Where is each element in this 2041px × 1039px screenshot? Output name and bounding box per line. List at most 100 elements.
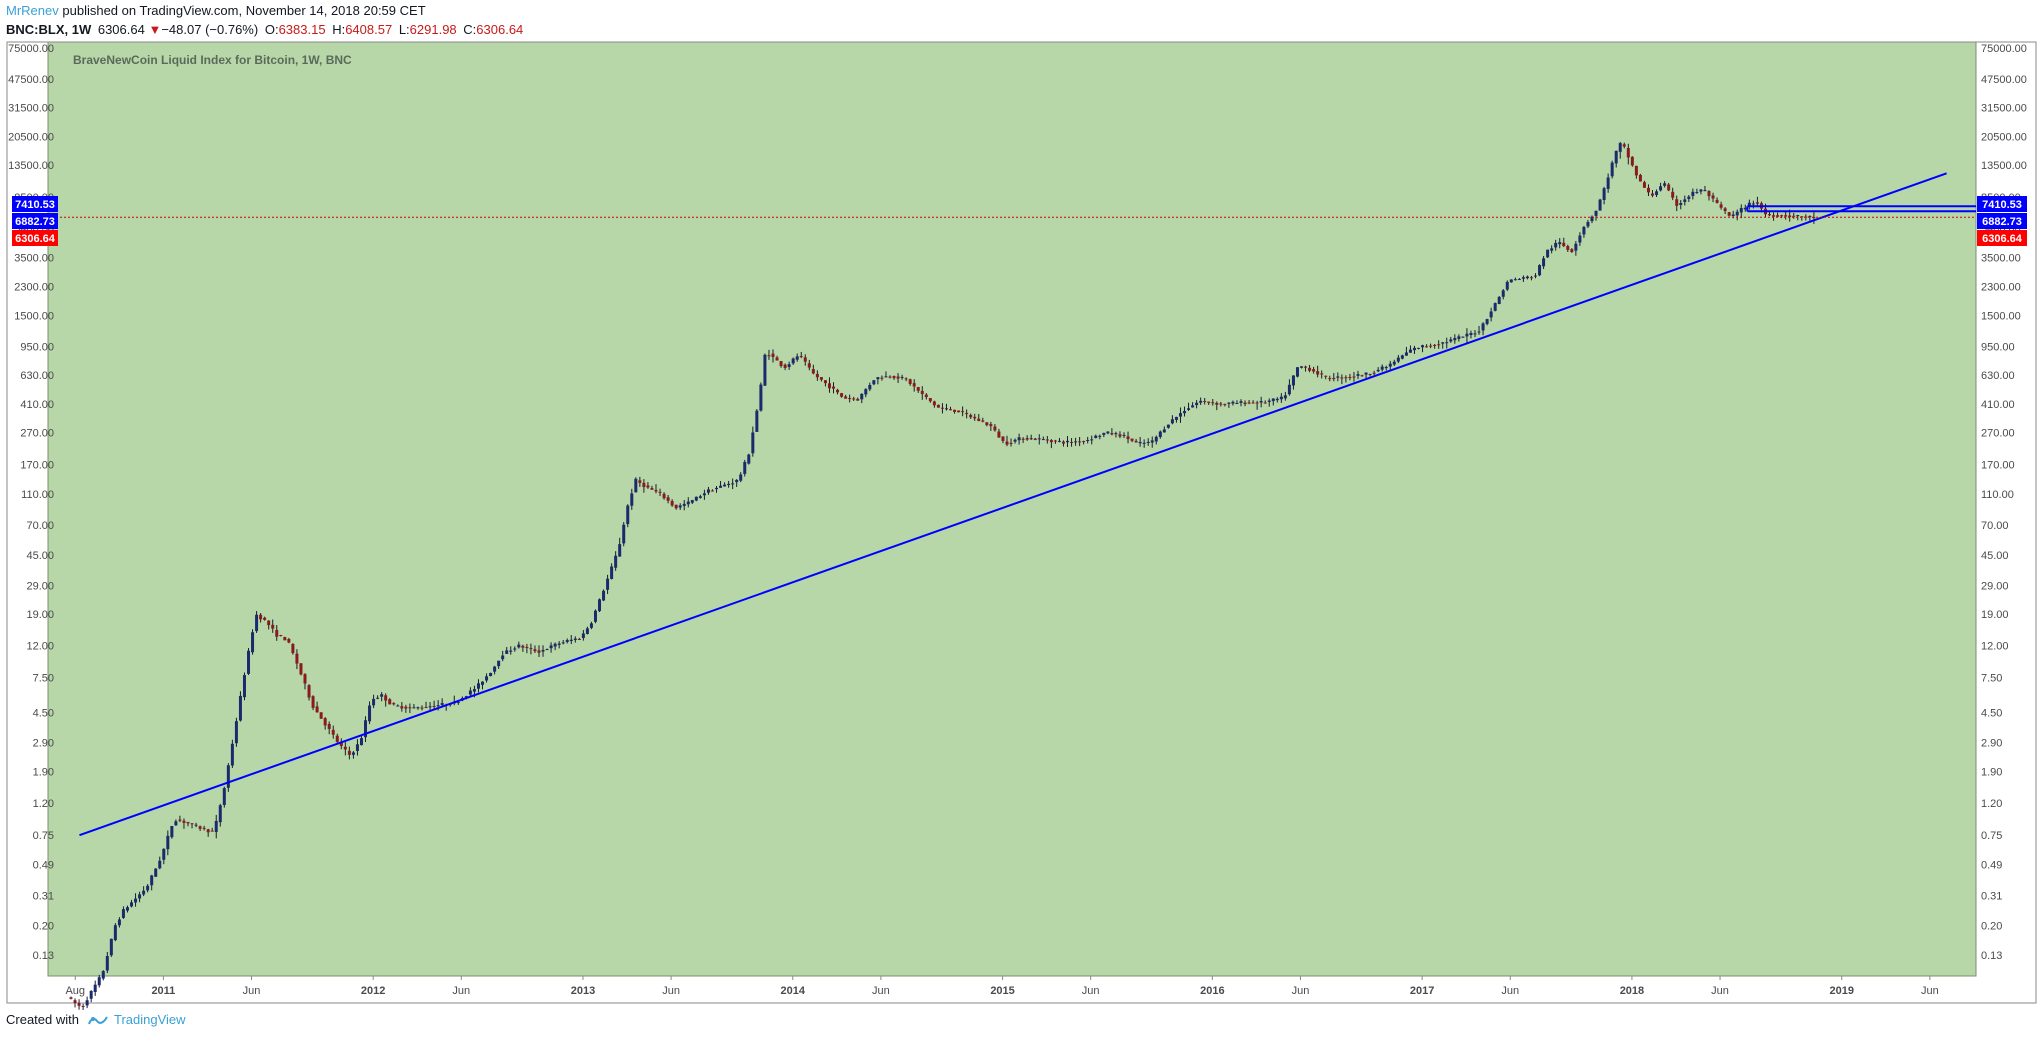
candle-body [577,638,581,640]
candle-body [440,703,444,705]
candle-body [844,396,848,399]
y-tick-right: 0.13 [1981,950,2002,962]
candle-body [694,496,698,501]
candle-body [1344,377,1348,379]
candle-body [1646,187,1650,193]
candle-body [1259,401,1263,403]
candle-body [614,555,618,568]
price-chart[interactable]: BraveNewCoin Liquid Index for Bitcoin, 1… [0,0,2041,1010]
x-tick-label: Jun [243,985,261,997]
candle-body [1408,349,1412,353]
candle-body [1368,373,1372,375]
candle-body [799,356,803,358]
candle-body [1780,215,1784,217]
candle-body [392,703,396,705]
candle-body [1509,279,1513,283]
candle-body [1304,366,1308,368]
candle-body [339,741,343,746]
candle-body [1086,440,1090,442]
y-tick-right: 2300.00 [1981,281,2021,293]
candle-body [1078,441,1082,443]
candle-body [97,977,101,986]
candle-body [1695,192,1699,194]
candle-body [202,827,206,829]
candle-body [779,361,783,367]
y-tick-right: 2.90 [1981,738,2002,750]
y-tick-right: 47500.00 [1981,74,2027,86]
candle-body [1396,357,1400,362]
candle-body [864,389,868,395]
candle-body [932,401,936,406]
candle-body [1525,276,1529,279]
price-badge-left-label: 7410.53 [15,199,55,211]
y-tick-right: 950.00 [1981,342,2015,354]
candle-body [121,909,125,918]
y-tick-left: 0.20 [33,921,54,933]
candle-body [226,765,230,788]
candle-body [836,389,840,393]
candle-body [368,705,372,722]
candle-body [1594,210,1598,216]
candle-body [351,752,355,755]
symbol-name[interactable]: BNC:BLX, 1W [6,22,92,37]
symbol-legend: BNC:BLX, 1W 6306.64 ▼−48.07 (−0.76%) O:6… [6,22,523,37]
candle-body [751,432,755,454]
y-tick-right: 1.20 [1981,798,2002,810]
candle-body [117,919,121,926]
candle-body [1380,366,1384,370]
candle-body [618,544,622,557]
candle-body [521,645,525,648]
candle-body [682,503,686,506]
candle-body [1324,375,1328,377]
author-link[interactable]: MrRenev [6,3,59,18]
candle-body [142,890,146,895]
candle-body [872,380,876,385]
candle-body [456,702,460,704]
candle-body [1142,442,1146,444]
candle-body [299,663,303,675]
candle-body [940,407,944,409]
candle-body [759,384,763,411]
y-tick-right: 19.00 [1981,609,2009,621]
close-label: C: [463,22,477,37]
candle-body [920,390,924,395]
candle-body [610,566,614,579]
candle-body [412,707,416,709]
candle-body [807,363,811,368]
candle-body [1170,419,1174,424]
y-tick-left: 4.50 [33,708,54,720]
candle-body [384,695,388,701]
candle-body [593,610,597,622]
candle-body [1638,174,1642,182]
candle-body [1263,402,1267,404]
candle-body [1699,189,1703,192]
candle-body [1126,436,1130,440]
candle-body [1429,345,1433,347]
tradingview-link[interactable]: TradingView [87,1012,186,1027]
y-tick-left: 0.13 [33,950,54,962]
candle-body [335,735,339,742]
y-tick-left: 270.00 [20,428,54,440]
candle-body [1388,363,1392,367]
candle-body [1239,401,1243,403]
close-value: 6306.64 [476,22,524,37]
candle-body [957,410,961,413]
x-tick-label: 2012 [361,985,385,997]
candle-body [1602,188,1606,200]
candle-body [811,369,815,374]
candle-body [626,505,630,525]
candle-body [1671,191,1675,198]
footer: Created with TradingView [6,1012,186,1027]
candle-body [497,660,501,667]
candle-body [275,629,279,637]
y-tick-right: 20500.00 [1981,132,2027,144]
candle-body [1384,366,1388,369]
candle-body [1626,147,1630,158]
low-label: L: [398,22,410,37]
candle-body [1162,429,1166,433]
candle-body [319,712,323,719]
candle-body [1751,203,1755,205]
candle-body [1719,204,1723,208]
candle-body [1300,366,1304,368]
candle-body [884,376,888,378]
